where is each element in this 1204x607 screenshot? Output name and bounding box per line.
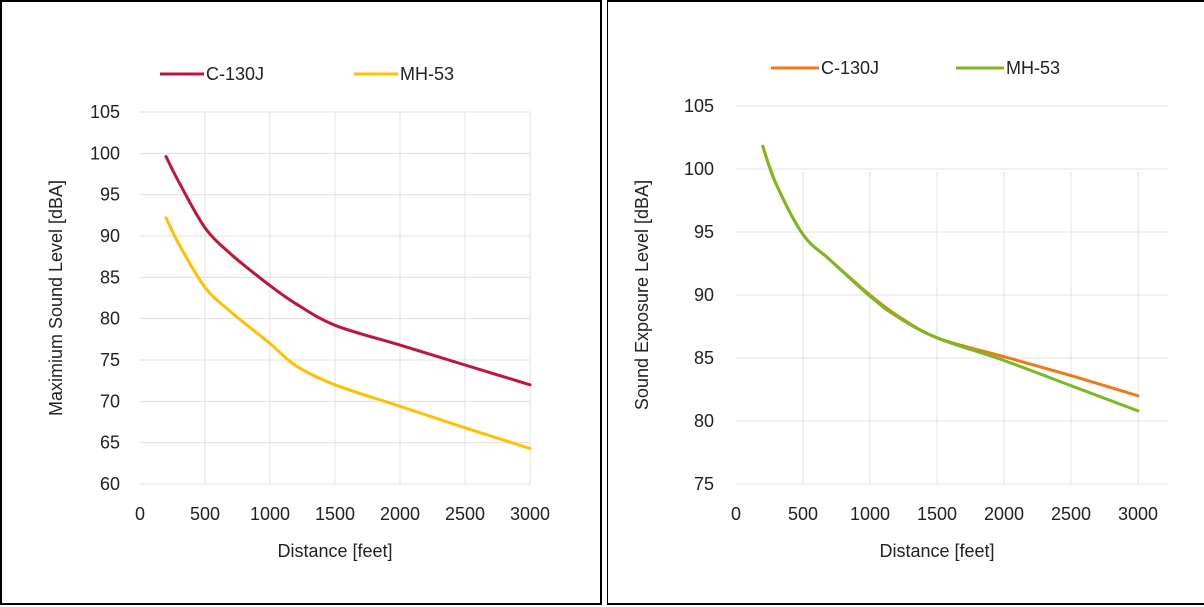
x-tick-label: 500 (190, 504, 220, 524)
series-line-mh-53 (761, 144, 1140, 413)
max-sound-level-chart: 60 65 70 75 80 85 90 95 100 105 0 500 1000 1500 2000 25… (46, 64, 550, 561)
x-tick-label: 1500 (315, 504, 355, 524)
x-tick-label: 0 (135, 504, 145, 524)
legend-label: C-130J (821, 58, 879, 78)
y-tick-label: 65 (100, 433, 120, 453)
x-tick-label: 0 (731, 504, 741, 524)
x-tick-label: 1000 (250, 504, 290, 524)
y-tick-label: 85 (100, 267, 120, 287)
series-line-c-130j (164, 155, 532, 387)
legend-label: MH-53 (400, 64, 454, 84)
right-chart-panel: 75 80 85 90 95 100 105 0 500 1000 1500 2000 2500 3000… (607, 0, 1204, 605)
y-axis-title: Sound Exposure Level [dBA] (632, 180, 652, 410)
y-tick-label: 60 (100, 474, 120, 494)
series-line-mh-53 (164, 216, 532, 450)
x-tick-label: 3000 (1118, 504, 1158, 524)
y-tick-label: 80 (694, 411, 714, 431)
x-tick-label: 2500 (1051, 504, 1091, 524)
y-tick-label: 75 (100, 350, 120, 370)
x-tick-label: 1000 (850, 504, 890, 524)
x-axis-title: Distance [feet] (277, 541, 392, 561)
x-tick-label: 2000 (984, 504, 1024, 524)
y-tick-label: 85 (694, 348, 714, 368)
y-tick-label: 95 (694, 222, 714, 242)
x-tick-label: 2000 (380, 504, 420, 524)
y-tick-label: 70 (100, 391, 120, 411)
sound-exposure-level-chart: 75 80 85 90 95 100 105 0 500 1000 1500 2000 2500 3000… (632, 58, 1168, 561)
y-tick-label: 105 (684, 96, 714, 116)
x-tick-label: 3000 (510, 504, 550, 524)
y-tick-label: 100 (90, 143, 120, 163)
y-tick-label: 90 (100, 226, 120, 246)
y-tick-label: 100 (684, 159, 714, 179)
y-tick-label: 80 (100, 309, 120, 329)
legend-label: C-130J (206, 64, 264, 84)
left-chart-panel: 60 65 70 75 80 85 90 95 100 105 0 500 1000 1500 2000 25… (0, 0, 602, 605)
y-tick-label: 105 (90, 102, 120, 122)
y-tick-label: 75 (694, 474, 714, 494)
y-tick-label: 90 (694, 285, 714, 305)
y-tick-label: 95 (100, 185, 120, 205)
y-axis-title: Maximium Sound Level [dBA] (46, 180, 66, 416)
x-tick-label: 1500 (917, 504, 957, 524)
x-axis-title: Distance [feet] (879, 541, 994, 561)
x-tick-label: 2500 (445, 504, 485, 524)
legend-label: MH-53 (1006, 58, 1060, 78)
x-tick-label: 500 (788, 504, 818, 524)
